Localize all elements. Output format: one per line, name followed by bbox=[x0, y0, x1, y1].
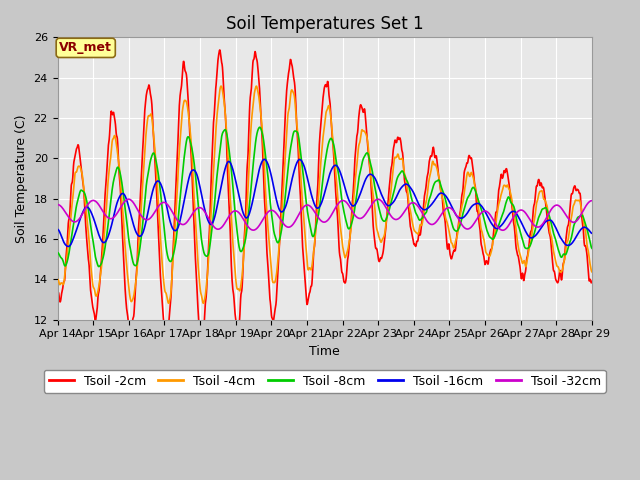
Tsoil -32cm bbox=[499, 228, 507, 233]
Tsoil -16cm bbox=[260, 156, 268, 162]
Text: VR_met: VR_met bbox=[60, 41, 112, 54]
Tsoil -16cm bbox=[478, 204, 486, 209]
Tsoil -16cm bbox=[173, 227, 180, 233]
Tsoil -16cm bbox=[233, 182, 241, 188]
X-axis label: Time: Time bbox=[309, 345, 340, 358]
Tsoil -16cm bbox=[54, 227, 61, 232]
Tsoil -2cm bbox=[525, 240, 533, 246]
Tsoil -2cm bbox=[173, 173, 180, 179]
Tsoil -8cm bbox=[54, 250, 61, 255]
Tsoil -32cm bbox=[125, 196, 132, 202]
Tsoil -2cm bbox=[478, 245, 486, 251]
Tsoil -32cm bbox=[54, 202, 61, 207]
Line: Tsoil -32cm: Tsoil -32cm bbox=[58, 199, 592, 230]
Tsoil -16cm bbox=[65, 243, 72, 249]
Tsoil -32cm bbox=[478, 210, 486, 216]
Title: Soil Temperatures Set 1: Soil Temperatures Set 1 bbox=[226, 15, 424, 33]
Tsoil -32cm bbox=[160, 200, 168, 205]
Tsoil -16cm bbox=[525, 234, 533, 240]
Tsoil -32cm bbox=[408, 200, 415, 206]
Line: Tsoil -16cm: Tsoil -16cm bbox=[58, 159, 592, 246]
Tsoil -2cm bbox=[197, 338, 205, 344]
Tsoil -16cm bbox=[160, 190, 168, 196]
Tsoil -2cm bbox=[408, 232, 416, 238]
Tsoil -8cm bbox=[233, 224, 241, 229]
Tsoil -8cm bbox=[408, 198, 416, 204]
Tsoil -8cm bbox=[525, 244, 533, 250]
Tsoil -2cm bbox=[216, 47, 223, 53]
Tsoil -4cm bbox=[217, 83, 225, 89]
Tsoil -32cm bbox=[588, 198, 596, 204]
Tsoil -32cm bbox=[525, 216, 533, 221]
Tsoil -8cm bbox=[173, 231, 180, 237]
Tsoil -4cm bbox=[525, 245, 533, 251]
Tsoil -2cm bbox=[54, 288, 61, 294]
Tsoil -2cm bbox=[159, 315, 167, 321]
Line: Tsoil -4cm: Tsoil -4cm bbox=[58, 86, 592, 303]
Y-axis label: Soil Temperature (C): Soil Temperature (C) bbox=[15, 114, 28, 243]
Tsoil -4cm bbox=[233, 285, 241, 291]
Tsoil -8cm bbox=[588, 245, 596, 251]
Tsoil -4cm bbox=[478, 229, 486, 235]
Tsoil -4cm bbox=[408, 219, 416, 225]
Tsoil -32cm bbox=[233, 208, 241, 214]
Tsoil -8cm bbox=[95, 264, 102, 269]
Tsoil -4cm bbox=[54, 276, 61, 282]
Tsoil -4cm bbox=[200, 300, 207, 306]
Tsoil -16cm bbox=[408, 187, 416, 193]
Tsoil -8cm bbox=[478, 209, 486, 215]
Tsoil -4cm bbox=[588, 269, 596, 275]
Tsoil -8cm bbox=[256, 124, 264, 130]
Legend: Tsoil -2cm, Tsoil -4cm, Tsoil -8cm, Tsoil -16cm, Tsoil -32cm: Tsoil -2cm, Tsoil -4cm, Tsoil -8cm, Tsoi… bbox=[44, 370, 606, 393]
Tsoil -16cm bbox=[588, 230, 596, 236]
Line: Tsoil -2cm: Tsoil -2cm bbox=[58, 50, 592, 341]
Tsoil -32cm bbox=[173, 216, 180, 222]
Line: Tsoil -8cm: Tsoil -8cm bbox=[58, 127, 592, 266]
Tsoil -8cm bbox=[160, 222, 168, 228]
Tsoil -2cm bbox=[588, 279, 596, 285]
Tsoil -4cm bbox=[173, 204, 180, 209]
Tsoil -2cm bbox=[233, 328, 241, 334]
Tsoil -4cm bbox=[159, 275, 167, 281]
